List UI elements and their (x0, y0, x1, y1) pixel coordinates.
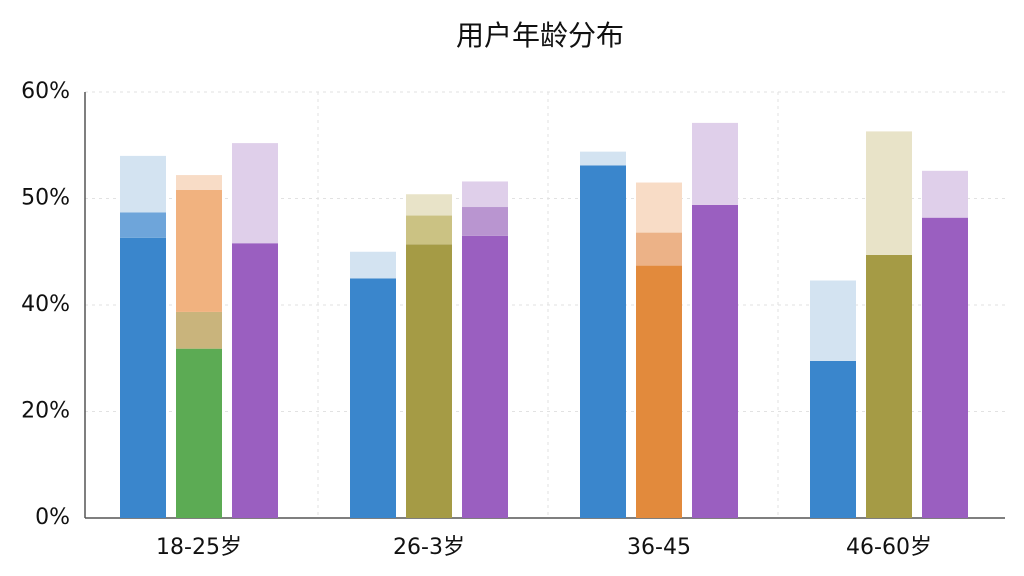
bar-segment (692, 204, 738, 518)
bar-segment (636, 232, 682, 266)
bar-segment (692, 122, 738, 205)
bar-segment (462, 181, 508, 208)
x-tick-label: 36-45 (627, 535, 691, 560)
bar-segment (120, 155, 166, 213)
bar-segment (406, 244, 452, 519)
bar-segment (636, 182, 682, 233)
x-tick-label: 26-3岁 (393, 535, 465, 560)
bar-segment (406, 215, 452, 245)
x-tick-label: 46-60岁 (846, 535, 932, 560)
bar-segment (120, 212, 166, 238)
bar-segment (462, 207, 508, 236)
bar-segment (176, 175, 222, 190)
bar-segment (810, 360, 856, 518)
bar-segment (120, 237, 166, 518)
bar-segment (462, 235, 508, 518)
bar-segment (350, 251, 396, 279)
bar-segment (580, 151, 626, 166)
bar-segment (176, 348, 222, 518)
chart-title: 用户年龄分布 (456, 19, 624, 52)
y-tick-label: 40% (21, 292, 70, 317)
bar-segment (176, 189, 222, 312)
bar-segment (350, 278, 396, 518)
bar-segment (580, 165, 626, 519)
bar-segment (866, 254, 912, 518)
bar-segment (922, 217, 968, 519)
bar-segment (866, 131, 912, 255)
bar-segment (922, 170, 968, 218)
bar-segment (636, 265, 682, 518)
bar-segment (176, 311, 222, 349)
bar-segment (232, 243, 278, 519)
bar-segment (406, 194, 452, 216)
bar-segment (232, 143, 278, 244)
bar-segment (810, 280, 856, 361)
y-tick-label: 20% (21, 399, 70, 424)
y-tick-label: 50% (21, 186, 70, 211)
y-tick-label: 60% (21, 79, 70, 104)
y-tick-label: 0% (35, 505, 70, 530)
x-tick-label: 18-25岁 (156, 535, 242, 560)
